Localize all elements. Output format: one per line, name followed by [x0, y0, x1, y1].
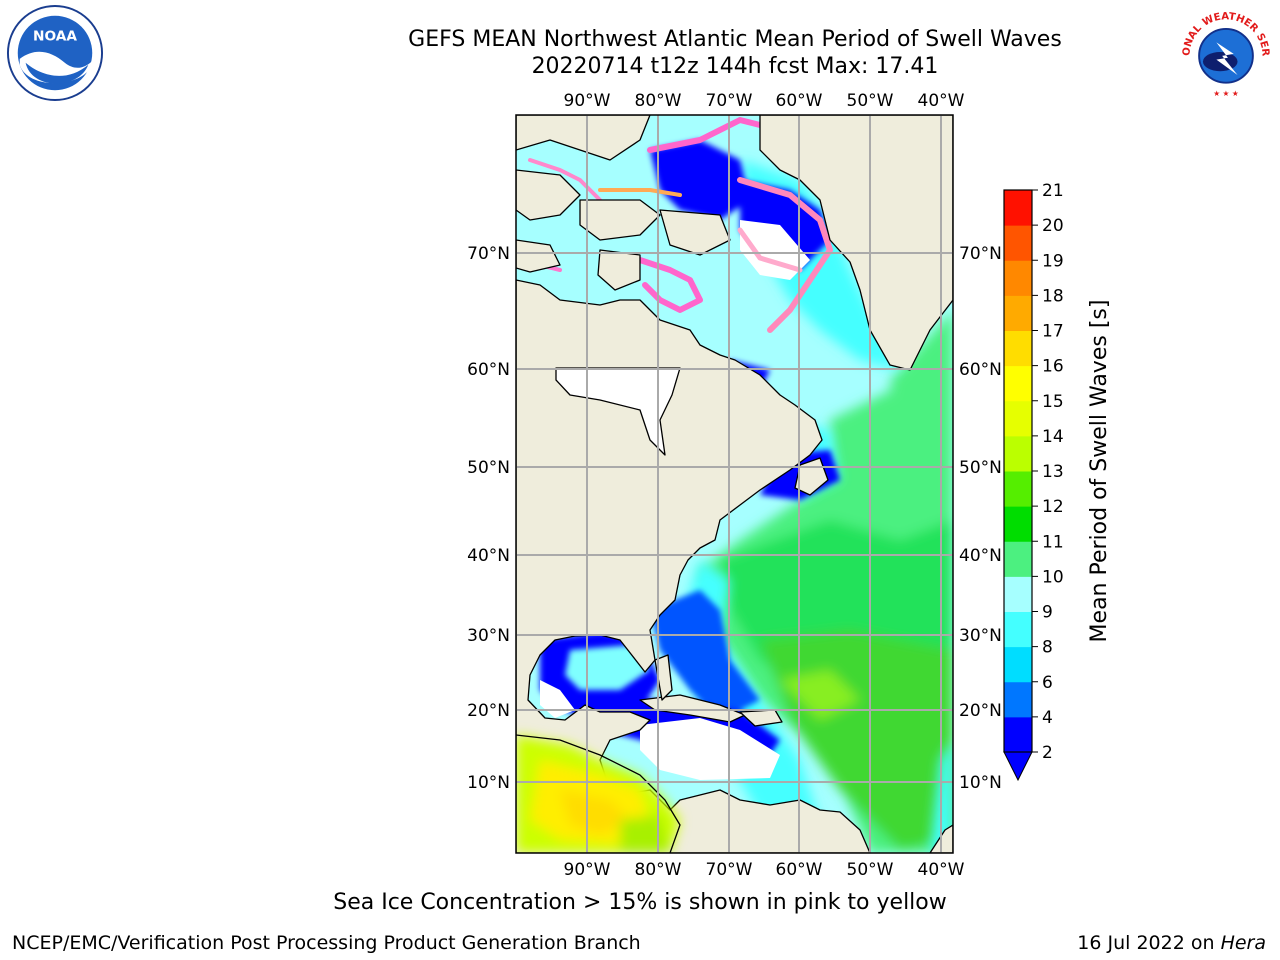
colorbar-tick-label: 6: [1042, 673, 1053, 693]
credit-line: NCEP/EMC/Verification Post Processing Pr…: [12, 932, 641, 954]
lon-label-bottom: 60°W: [776, 860, 823, 880]
lat-label-left: 20°N: [467, 701, 510, 721]
colorbar-tick-label: 13: [1042, 462, 1064, 482]
lat-label-left: 40°N: [467, 546, 510, 566]
pacific-coastline: [516, 734, 681, 853]
colorbar-tick-label: 18: [1042, 286, 1064, 306]
sea-ice-areas: [517, 117, 833, 333]
colorbar-tick-label: 4: [1042, 708, 1053, 728]
colorbar-tick-label: 2: [1042, 743, 1053, 763]
caribbean-nodata: [640, 718, 780, 780]
lon-label-top: 60°W: [776, 91, 823, 111]
colorbar-segment: [1004, 400, 1032, 437]
map-title: GEFS MEAN Northwest Atlantic Mean Period…: [408, 27, 1062, 52]
colorbar-tick-label: 12: [1042, 497, 1064, 517]
date-line: 16 Jul 2022 on Hera: [1077, 932, 1266, 954]
colorbar-segment: [1004, 646, 1032, 683]
lat-label-right: 50°N: [959, 458, 1002, 478]
colorbar-segment: [1004, 435, 1032, 472]
colorbar-segment: [1004, 190, 1032, 226]
colorbar-tick-label: 8: [1042, 638, 1053, 658]
colorbar-tick-label: 9: [1042, 603, 1053, 623]
lon-label-top: 70°W: [706, 91, 753, 111]
colorbar-extend-arrow: [1003, 751, 1033, 782]
colorbar-segment: [1004, 330, 1032, 367]
lat-label-left: 30°N: [467, 626, 510, 646]
noaa-logo-text: NOAA: [33, 28, 77, 44]
lat-label-right: 60°N: [959, 360, 1002, 380]
colorbar-segment: [1004, 471, 1032, 507]
colorbar-tick-label: 10: [1042, 567, 1064, 587]
colorbar-tick-label: 14: [1042, 427, 1064, 447]
colorbar-segment: [1004, 716, 1032, 753]
svg-text:★ ★ ★: ★ ★ ★: [1213, 89, 1239, 98]
colorbar-segment: [1004, 681, 1032, 718]
colorbar-tick-label: 16: [1042, 357, 1064, 377]
sea-ice-note: Sea Ice Concentration > 15% is shown in …: [333, 890, 947, 915]
lat-label-right: 40°N: [959, 546, 1002, 566]
lon-label-top: 80°W: [635, 91, 682, 111]
map-subtitle: 20220714 t12z 144h fcst Max: 17.41: [531, 54, 939, 79]
lon-label-top: 40°W: [918, 91, 965, 111]
lat-label-right: 30°N: [959, 626, 1002, 646]
colorbar-tick-label: 11: [1042, 532, 1064, 552]
lat-label-right: 20°N: [959, 701, 1002, 721]
colorbar-tick-label: 19: [1042, 251, 1064, 271]
colorbar-segment: [1004, 260, 1032, 296]
lat-label-left: 70°N: [467, 244, 510, 264]
lat-label-right: 70°N: [959, 244, 1002, 264]
colorbar-tick-label: 17: [1042, 322, 1064, 342]
colorbar-segment: [1004, 506, 1032, 542]
lon-label-top: 50°W: [847, 91, 894, 111]
lat-label-left: 10°N: [467, 773, 510, 793]
lon-label-bottom: 70°W: [706, 860, 753, 880]
lon-label-bottom: 80°W: [635, 860, 682, 880]
lat-label-right: 10°N: [959, 773, 1002, 793]
colorbar-segment: [1004, 541, 1032, 577]
colorbar-tick-label: 21: [1042, 181, 1064, 201]
colorbar: 2 4 6 8 9 10 11 12 13 14 15 16 17 18 19 20 21: [1003, 181, 1064, 782]
date-text: 16 Jul 2022 on: [1077, 932, 1221, 954]
swell-green-areas: [700, 310, 953, 853]
colorbar-segment: [1004, 225, 1032, 261]
lon-label-bottom: 50°W: [847, 860, 894, 880]
map-gridlines: [516, 115, 953, 853]
lon-label-bottom: 40°W: [918, 860, 965, 880]
lat-label-left: 60°N: [467, 360, 510, 380]
colorbar-tick-label: 20: [1042, 216, 1064, 236]
colorbar-segment: [1004, 611, 1032, 648]
lat-label-left: 50°N: [467, 458, 510, 478]
map-frame: [515, 114, 954, 854]
colorbar-label: Mean Period of Swell Waves [s]: [1087, 300, 1112, 643]
lon-label-top: 90°W: [564, 91, 611, 111]
nws-logo: NATIONAL WEATHER SERVICE ★ ★ ★: [1176, 4, 1271, 98]
lon-label-bottom: 90°W: [564, 860, 611, 880]
colorbar-segment: [1004, 576, 1032, 612]
colorbar-segment: [1004, 365, 1032, 402]
colorbar-tick-label: 15: [1042, 392, 1064, 412]
host-name: Hera: [1220, 932, 1266, 954]
noaa-logo: NOAA: [6, 4, 104, 102]
map-plot-area: [516, 115, 953, 853]
colorbar-segment: [1004, 295, 1032, 331]
gulf-nodata: [540, 680, 575, 718]
baffin-nodata: [740, 220, 810, 280]
